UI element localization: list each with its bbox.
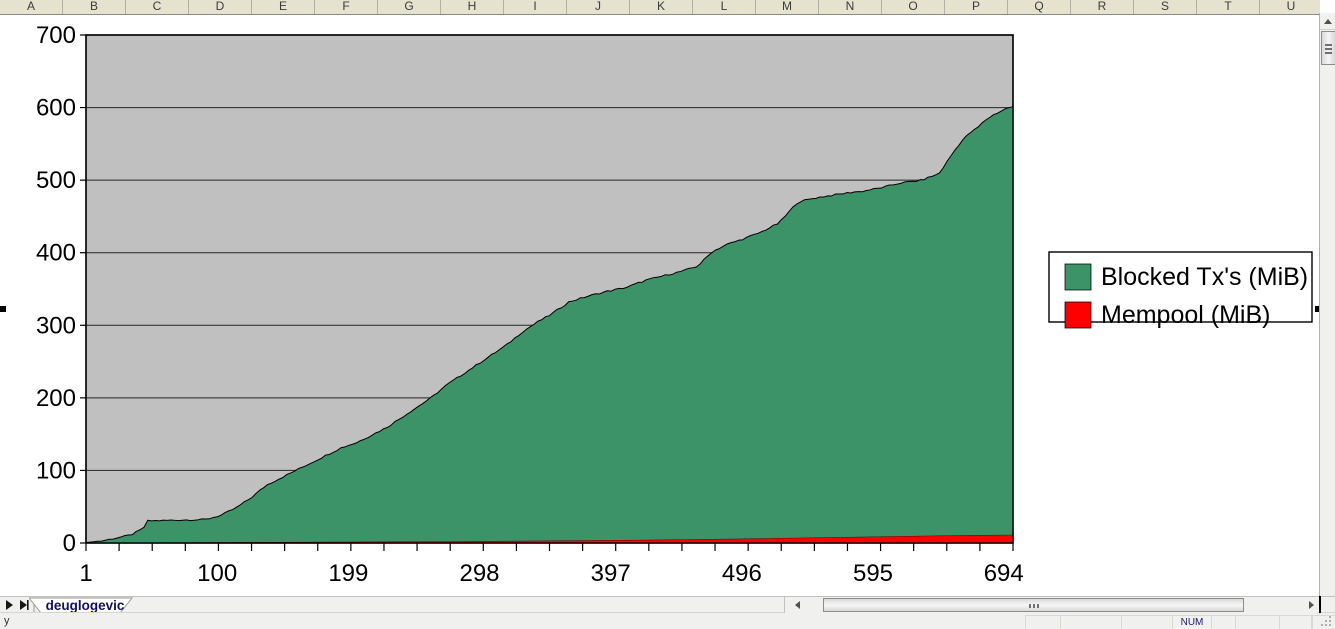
svg-text:595: 595 bbox=[853, 560, 893, 587]
svg-text:400: 400 bbox=[36, 240, 76, 267]
svg-text:397: 397 bbox=[591, 560, 631, 587]
svg-text:100: 100 bbox=[36, 457, 76, 484]
svg-text:Blocked Tx's (MiB): Blocked Tx's (MiB) bbox=[1101, 263, 1308, 291]
svg-text:deuglogevic: deuglogevic bbox=[46, 598, 125, 613]
svg-text:200: 200 bbox=[36, 385, 76, 412]
svg-text:298: 298 bbox=[459, 560, 499, 587]
svg-text:600: 600 bbox=[36, 95, 76, 122]
svg-text:0: 0 bbox=[63, 530, 76, 557]
svg-text:700: 700 bbox=[36, 22, 76, 49]
svg-text:199: 199 bbox=[328, 560, 368, 587]
svg-text:100: 100 bbox=[197, 560, 237, 587]
svg-text:1: 1 bbox=[79, 560, 92, 587]
svg-text:500: 500 bbox=[36, 167, 76, 194]
svg-text:300: 300 bbox=[36, 312, 76, 339]
svg-text:Mempool (MiB): Mempool (MiB) bbox=[1101, 301, 1270, 329]
svg-text:694: 694 bbox=[984, 560, 1024, 587]
svg-text:496: 496 bbox=[722, 560, 762, 587]
